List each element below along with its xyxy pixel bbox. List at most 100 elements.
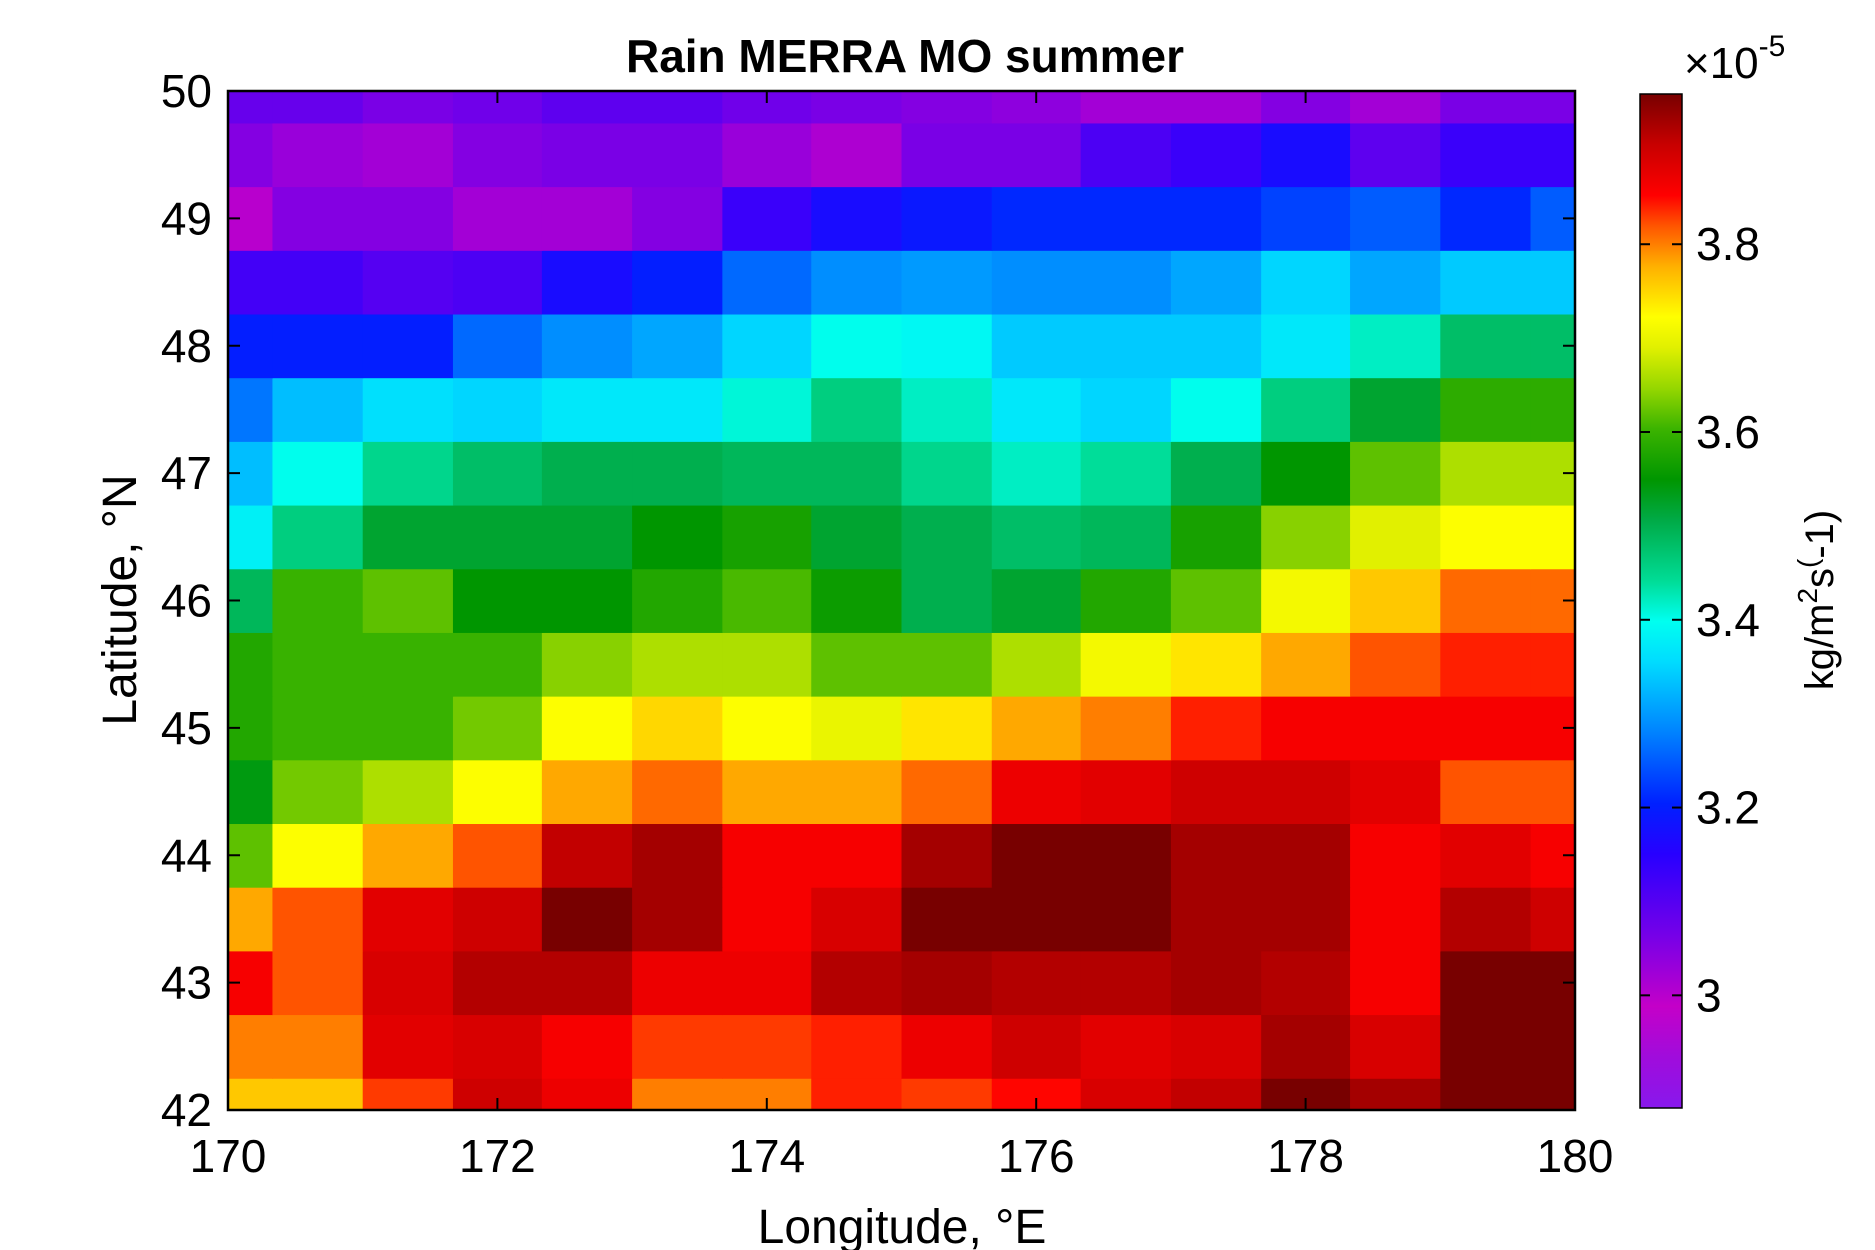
- heatmap-cell: [901, 632, 993, 697]
- heatmap-cell: [541, 441, 633, 506]
- heatmap-cell: [722, 887, 812, 952]
- y-tick-label: 50: [161, 65, 212, 117]
- heatmap-cell: [541, 887, 633, 952]
- heatmap-cell: [452, 186, 543, 251]
- heatmap-cell: [901, 1078, 993, 1111]
- chart-title: Rain MERRA MO summer: [626, 30, 1184, 82]
- heatmap-cell: [1080, 441, 1172, 506]
- y-axis-label: Latitude, °N: [94, 474, 147, 725]
- heatmap-cell: [362, 441, 454, 506]
- heatmap-cell: [1080, 950, 1172, 1016]
- heatmap-cells: [228, 91, 1576, 1111]
- heatmap-cell: [1080, 250, 1172, 315]
- colorbar-tick-label: 3.6: [1696, 406, 1760, 458]
- heatmap-cell: [632, 632, 723, 697]
- heatmap-cell: [1170, 250, 1262, 315]
- heatmap-cell: [1350, 441, 1441, 506]
- heatmap-cell: [1530, 887, 1576, 952]
- x-tick-label: 180: [1537, 1130, 1614, 1182]
- heatmap-cell: [1350, 1014, 1441, 1079]
- heatmap-cell: [228, 377, 274, 442]
- colorbar-label-sup1: 2: [1792, 588, 1823, 604]
- heatmap-cell: [901, 377, 993, 442]
- heatmap-cell: [541, 186, 633, 251]
- heatmap-cell: [541, 950, 633, 1016]
- y-axis-ticks: 42 43 44 45 46 47 48 49 50: [161, 65, 1575, 1136]
- heatmap-cell: [362, 186, 454, 251]
- heatmap-cell: [1170, 1078, 1262, 1111]
- heatmap-cell: [541, 91, 633, 124]
- heatmap-cell: [541, 1078, 633, 1111]
- heatmap-cell: [541, 250, 633, 315]
- heatmap-cell: [1261, 632, 1351, 697]
- heatmap-cell: [1080, 568, 1172, 633]
- heatmap-cell: [452, 759, 543, 825]
- heatmap-cell: [1350, 250, 1441, 315]
- heatmap-cell: [228, 632, 274, 697]
- heatmap-cell: [452, 887, 543, 952]
- heatmap-cell: [541, 504, 633, 570]
- heatmap-cell: [1440, 632, 1532, 697]
- svg-text:×10-5: ×10-5: [1684, 30, 1785, 88]
- heatmap-cell: [991, 887, 1082, 952]
- heatmap-cell: [272, 313, 364, 379]
- heatmap-cell: [1440, 377, 1532, 442]
- heatmap-cell: [228, 1014, 274, 1079]
- heatmap-cell: [722, 632, 812, 697]
- heatmap-cell: [1350, 1078, 1441, 1111]
- heatmap-cell: [452, 122, 543, 188]
- heatmap-cell: [1440, 91, 1532, 124]
- colorbar-tick-label: 3: [1696, 969, 1722, 1021]
- heatmap-cell: [722, 950, 812, 1016]
- colorbar-multiplier-exponent: -5: [1759, 30, 1786, 63]
- heatmap-cell: [452, 504, 543, 570]
- heatmap-cell: [362, 1014, 454, 1079]
- heatmap-cell: [362, 91, 454, 124]
- heatmap-cell: [1170, 441, 1262, 506]
- heatmap-cell: [1530, 759, 1576, 825]
- heatmap-cell: [632, 568, 723, 633]
- heatmap-cell: [1080, 759, 1172, 825]
- heatmap-cell: [1440, 313, 1532, 379]
- heatmap-cell: [632, 91, 723, 124]
- heatmap-cell: [541, 377, 633, 442]
- heatmap-cell: [1440, 568, 1532, 633]
- heatmap-cell: [1440, 250, 1532, 315]
- heatmap-cell: [991, 377, 1082, 442]
- heatmap-cell: [1261, 122, 1351, 188]
- y-tick-label: 49: [161, 192, 212, 244]
- heatmap-cell: [272, 91, 364, 124]
- heatmap-cell: [1440, 441, 1532, 506]
- heatmap-cell: [1530, 377, 1576, 442]
- heatmap-cell: [541, 823, 633, 888]
- x-axis-ticks: 170 172 174 176 178 180: [190, 91, 1614, 1182]
- heatmap-cell: [228, 91, 274, 124]
- heatmap-cell: [541, 313, 633, 379]
- heatmap-cell: [1261, 250, 1351, 315]
- x-tick-label: 172: [459, 1130, 536, 1182]
- heatmap-cell: [991, 823, 1082, 888]
- heatmap-cell: [272, 632, 364, 697]
- heatmap-cell: [722, 441, 812, 506]
- heatmap-cell: [1170, 1014, 1262, 1079]
- heatmap-cell: [362, 250, 454, 315]
- heatmap-cell: [272, 377, 364, 442]
- heatmap-cell: [991, 441, 1082, 506]
- heatmap-cell: [1080, 887, 1172, 952]
- heatmap-cell: [901, 122, 993, 188]
- x-tick-label: 170: [190, 1130, 267, 1182]
- heatmap-cell: [991, 759, 1082, 825]
- heatmap-cell: [1261, 823, 1351, 888]
- heatmap-cell: [811, 1078, 903, 1111]
- heatmap-cell: [811, 122, 903, 188]
- heatmap-cell: [362, 632, 454, 697]
- heatmap-cell: [1261, 377, 1351, 442]
- heatmap-cell: [1170, 823, 1262, 888]
- heatmap-cell: [901, 759, 993, 825]
- heatmap-cell: [1170, 313, 1262, 379]
- heatmap-cell: [1170, 91, 1262, 124]
- heatmap-cell: [452, 823, 543, 888]
- heatmap-cell: [1350, 91, 1441, 124]
- heatmap-cell: [632, 441, 723, 506]
- colorbar-label-s: s: [1798, 568, 1842, 588]
